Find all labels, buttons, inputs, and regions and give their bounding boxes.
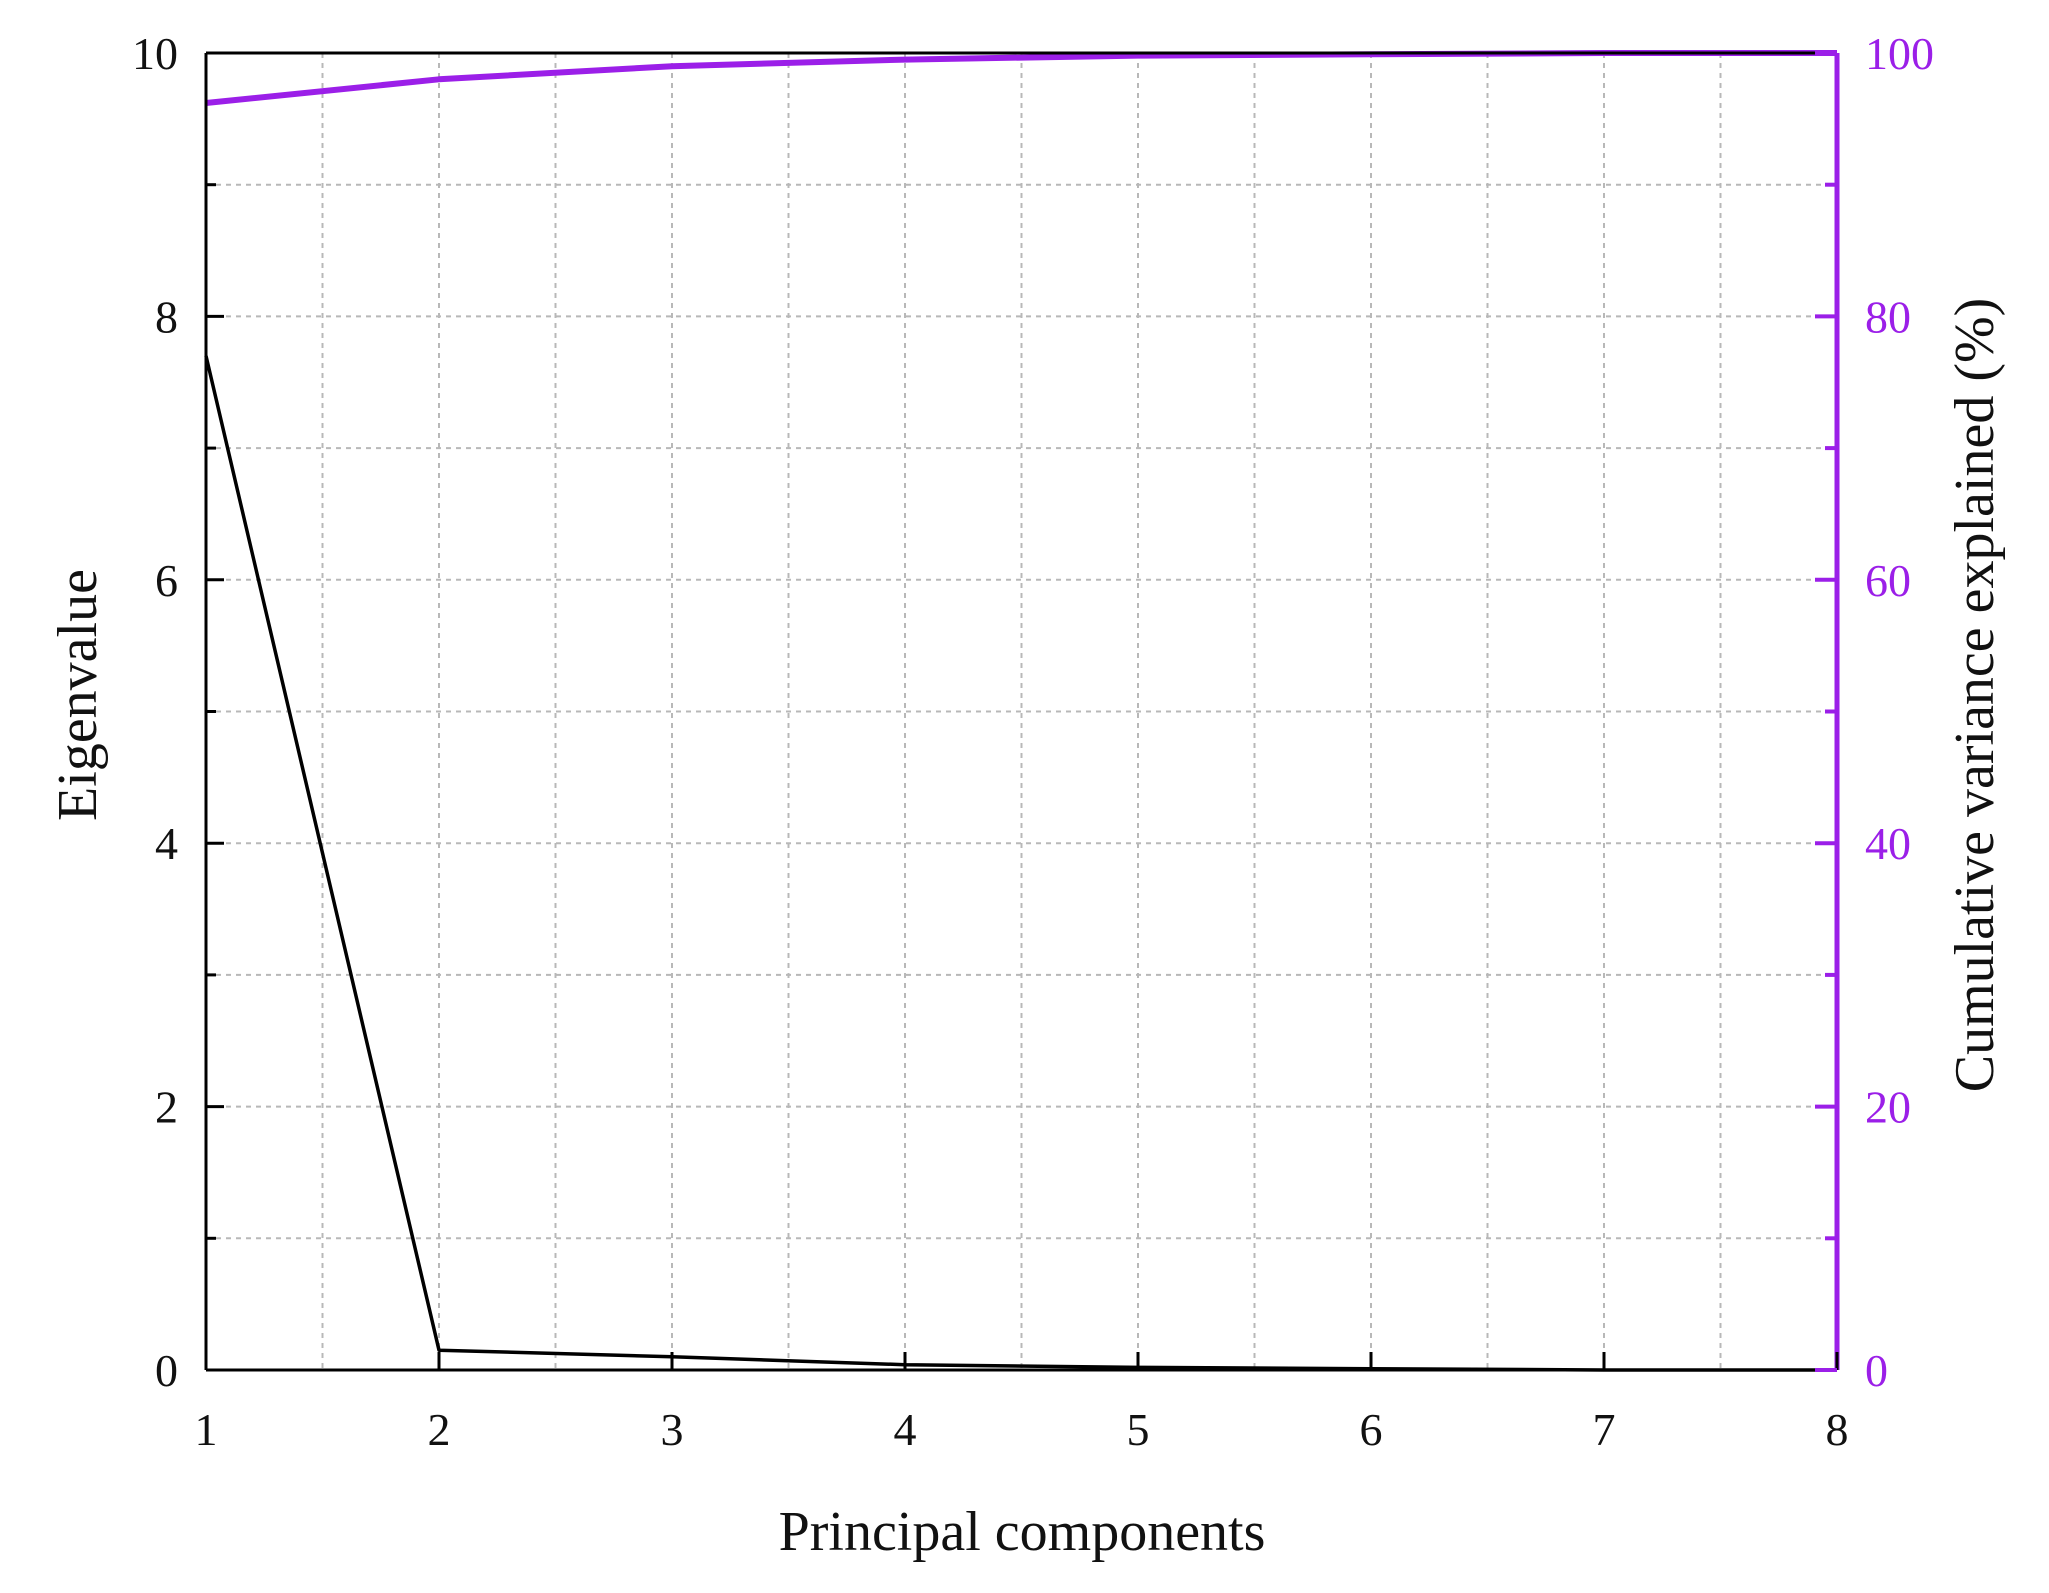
y2-tick-label: 100: [1865, 28, 1934, 79]
x-tick-label: 8: [1826, 1404, 1849, 1455]
y2-tick-label: 0: [1865, 1345, 1888, 1396]
y2-axis-title: Cumulative variance explained (%): [1944, 298, 2006, 1093]
x-axis-title: Principal components: [779, 1501, 1266, 1563]
x-tick-label: 4: [894, 1404, 917, 1455]
axes: [204, 51, 1840, 1372]
y-tick-label: 10: [132, 28, 178, 79]
x-tick-label: 7: [1593, 1404, 1616, 1455]
y-tick-label: 0: [155, 1345, 178, 1396]
x-tick-label: 6: [1360, 1404, 1383, 1455]
y2-tick-label: 80: [1865, 291, 1911, 342]
x-tick-label: 1: [195, 1404, 218, 1455]
x-tick-label: 2: [428, 1404, 451, 1455]
y-tick-label: 6: [155, 555, 178, 606]
y2-tick-label: 60: [1865, 555, 1911, 606]
y2-tick-label: 20: [1865, 1082, 1911, 1133]
y2-tick-label: 40: [1865, 818, 1911, 869]
y-axis-title: Eigenvalue: [47, 569, 109, 821]
x-tick-label: 5: [1127, 1404, 1150, 1455]
ticks: [204, 51, 1839, 1372]
y-tick-label: 8: [155, 291, 178, 342]
y-tick-label: 2: [155, 1082, 178, 1133]
y-tick-label: 4: [155, 818, 178, 869]
x-tick-label: 3: [661, 1404, 684, 1455]
grid: [206, 53, 1837, 1370]
